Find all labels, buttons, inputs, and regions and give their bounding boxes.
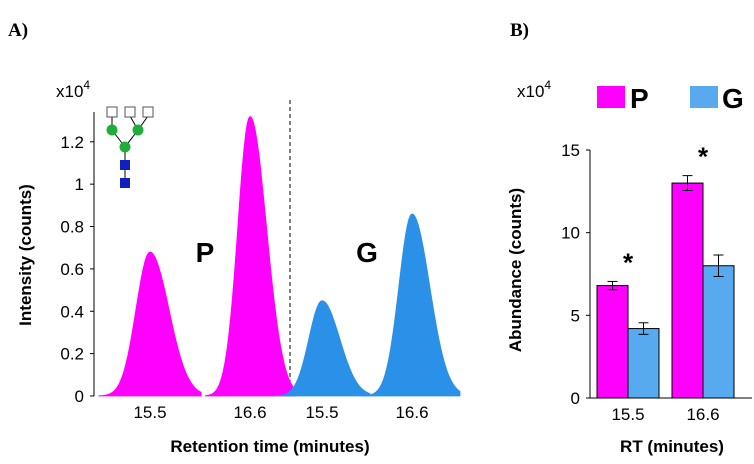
panel-a-ytick-label: 1.2 <box>60 133 84 152</box>
panel-a-xlabel: Retention time (minutes) <box>170 437 369 456</box>
glycan-structure-icon <box>106 106 154 188</box>
significance-star: * <box>623 247 634 277</box>
legend-swatch-g <box>690 86 718 108</box>
panel-a-ytick-label: 0.4 <box>60 302 84 321</box>
panel-a-multiplier: x104 <box>56 78 90 101</box>
panel-b-ytick-label: 15 <box>561 141 580 160</box>
panel-b-ytick-label: 5 <box>571 306 580 325</box>
panel-a-xtick-label: 15.5 <box>133 403 166 422</box>
panel-a-ytick-label: 0 <box>75 387 84 406</box>
bar-p-16-6 <box>671 182 704 399</box>
legend-label-g: G <box>722 83 744 114</box>
panel-a-ytick-label: 0.6 <box>60 260 84 279</box>
legend-swatch-p <box>597 86 625 108</box>
panel-b-ytick-label: 10 <box>561 224 580 243</box>
panel-b-ytick-label: 0 <box>571 389 580 408</box>
panel-a-xtick-label: 16.6 <box>395 403 428 422</box>
panel-a-ytick-label: 1 <box>75 175 84 194</box>
bar-g-15-5 <box>627 328 660 399</box>
bar-g-16-6 <box>702 265 735 399</box>
legend-label-p: P <box>630 83 649 114</box>
panel-a-ylabel: Intensity (counts) <box>16 184 35 326</box>
panel-a-xtick-label: 15.5 <box>305 403 338 422</box>
panel-b-multiplier: x104 <box>517 78 551 101</box>
panel-a-label: A) <box>8 20 28 41</box>
peak-g-16-6 <box>363 213 461 397</box>
peak-p-15-5 <box>98 251 202 397</box>
panel-a-xtick-label: 16.6 <box>233 403 266 422</box>
panel-a-ytick-label: 0.8 <box>60 218 84 237</box>
panel-b-xtick-label: 15.5 <box>611 405 644 424</box>
group-label-g: G <box>356 237 378 268</box>
peak-g-15-5 <box>273 300 371 397</box>
panel-b-xtick-label: 16.6 <box>686 405 719 424</box>
significance-star: * <box>698 142 709 172</box>
panel-b-ylabel: Abundance (counts) <box>506 188 525 352</box>
panel-b-label: B) <box>510 20 529 41</box>
peak-p-16-6 <box>204 115 296 397</box>
group-label-p: P <box>196 237 215 268</box>
bar-p-15-5 <box>596 285 629 399</box>
panel-b-xlabel: RT (minutes) <box>620 437 724 456</box>
panel-a-ytick-label: 0.2 <box>60 345 84 364</box>
